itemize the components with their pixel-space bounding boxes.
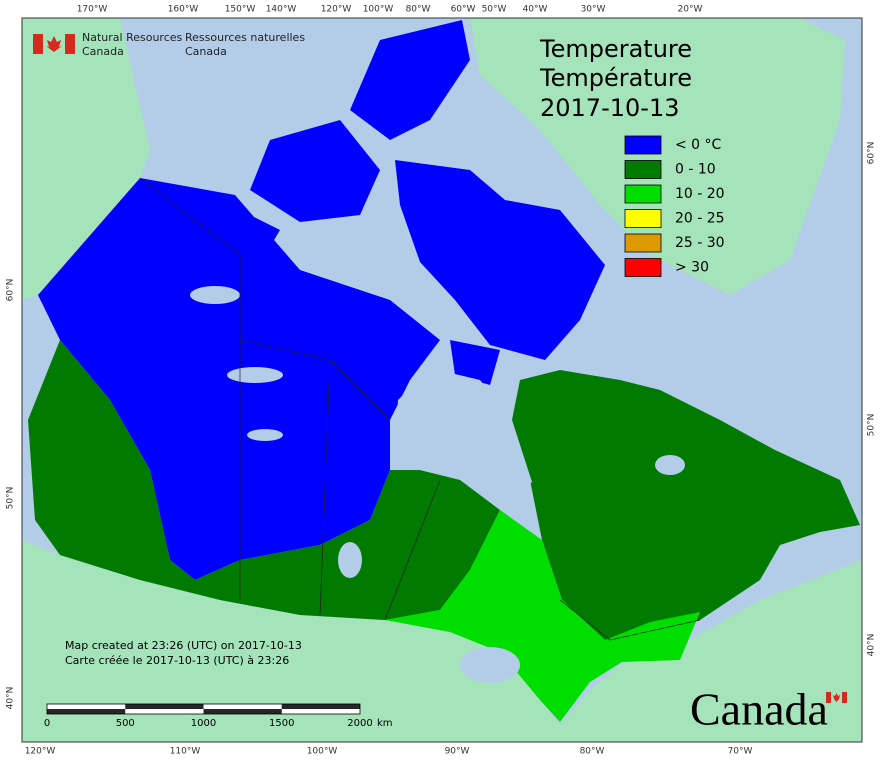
graticule-label: 80°W — [406, 5, 431, 15]
flag-bar — [842, 692, 847, 703]
graticule-label: 120°W — [321, 5, 352, 15]
legend-label: 10 - 20 — [675, 186, 725, 202]
legend-label: 25 - 30 — [675, 235, 725, 251]
legend-label: 20 - 25 — [675, 211, 725, 227]
lake — [655, 455, 685, 475]
lake — [227, 367, 283, 383]
border — [384, 479, 441, 621]
graticule-label: 60°N — [867, 142, 877, 165]
hudson-bay — [395, 368, 532, 502]
legend: < 0 °C 0 - 10 10 - 20 20 - 25 25 - 30 > 30 — [624, 135, 725, 277]
foreign-land — [22, 18, 862, 742]
title: Température — [539, 64, 692, 92]
region — [385, 510, 700, 722]
note: Carte créée le 2017-10-13 (UTC) à 23:26 — [65, 654, 289, 667]
island — [450, 340, 500, 385]
legend-label: < 0 °C — [675, 137, 722, 153]
graticule-label: 150°W — [225, 5, 256, 15]
greenland — [470, 18, 845, 295]
title: Temperature — [539, 35, 692, 63]
flag-bar — [826, 692, 831, 703]
department-en: Natural Resources — [82, 31, 183, 44]
scale-label: 1500 — [269, 718, 294, 729]
legend-swatch — [624, 258, 662, 277]
graticule-label: 140°W — [266, 5, 297, 15]
lake — [190, 286, 240, 304]
graticule-label: 40°W — [523, 5, 548, 15]
graticule-labels: 170°W 160°W 150°W 140°W 120°W 100°W 80°W 60°W 50… — [6, 5, 877, 757]
date: 2017-10-13 — [540, 94, 679, 122]
graticule-label: 90°W — [445, 747, 470, 757]
scale-segment — [125, 704, 204, 709]
frame — [21, 17, 863, 743]
island — [235, 210, 280, 255]
lake — [338, 542, 362, 578]
united-states — [22, 540, 862, 742]
island — [350, 20, 470, 140]
scale-label: 2000 — [347, 718, 372, 729]
maple-leaf — [833, 693, 840, 702]
graticule-label: 20°W — [678, 5, 703, 15]
graticule-label: 80°W — [580, 747, 605, 757]
graticule-label: 110°W — [170, 747, 201, 757]
graticule-label: 70°W — [728, 747, 753, 757]
graticule-label: 100°W — [363, 5, 394, 15]
flag-bar — [33, 34, 43, 54]
graticule-label: 170°W — [77, 5, 108, 15]
graticule-label: 50°N — [6, 487, 16, 510]
department-en: Canada — [82, 45, 124, 58]
department-fr: Canada — [185, 45, 227, 58]
graticule-label: 30°W — [581, 5, 606, 15]
lakes — [190, 286, 685, 683]
canada-wordmark: Canada — [690, 684, 847, 735]
legend-swatch — [624, 184, 662, 204]
scale-segment — [203, 709, 282, 714]
nrcan-signature: Natural Resources Canada Ressources natu… — [33, 31, 305, 58]
graticule-label: 60°W — [451, 5, 476, 15]
scale-label: 0 — [44, 718, 50, 729]
scale-segment — [281, 704, 360, 709]
scale-label: 1000 — [191, 718, 216, 729]
graticule-label: 120°W — [25, 747, 56, 757]
note: Map created at 23:26 (UTC) on 2017-10-13 — [65, 639, 302, 652]
island — [250, 120, 380, 222]
scale-segment — [47, 709, 126, 714]
border — [139, 177, 241, 600]
legend-swatch — [624, 160, 662, 179]
graticule-label: 60°N — [6, 279, 16, 302]
scale-label: 500 — [116, 718, 135, 729]
legend-swatch — [624, 233, 662, 253]
legend-label: 0 - 10 — [675, 162, 716, 178]
alaska — [22, 18, 150, 300]
region — [28, 340, 500, 620]
scale-bar: 0 500 1000 1500 2000 km — [44, 703, 393, 729]
region — [512, 370, 860, 640]
legend-swatch — [624, 135, 662, 155]
lake — [247, 429, 283, 441]
graticule-label: 160°W — [168, 5, 199, 15]
scale-unit: km — [377, 718, 393, 729]
border — [559, 599, 701, 641]
flag-bar — [65, 34, 75, 54]
border — [329, 359, 391, 421]
maple-leaf — [46, 36, 62, 52]
wordmark: Canada — [690, 684, 828, 735]
legend-swatch — [624, 209, 662, 228]
great-lakes — [460, 647, 520, 683]
graticule-label: 40°N — [867, 634, 877, 657]
island — [395, 160, 605, 360]
legend-label: > 30 — [675, 260, 709, 276]
graticule-label: 50°N — [867, 414, 877, 437]
graticule-label: 50°W — [482, 5, 507, 15]
provincial-borders — [139, 177, 701, 641]
graticule-label: 100°W — [307, 747, 338, 757]
graticule-label: 40°N — [6, 687, 16, 710]
department-fr: Ressources naturelles — [185, 31, 305, 44]
